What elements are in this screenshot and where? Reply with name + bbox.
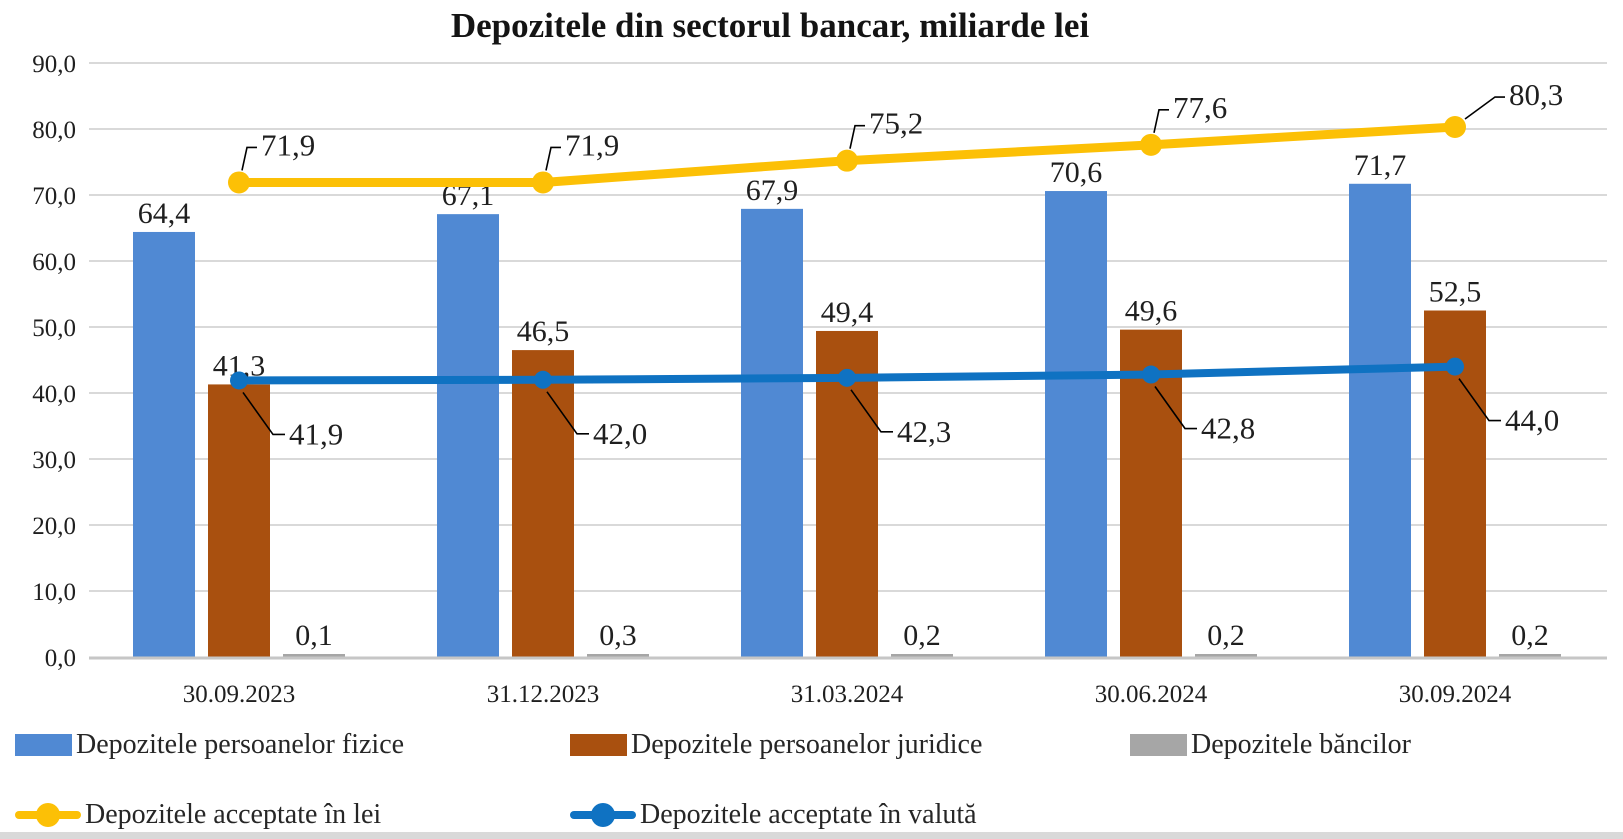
callout-leader [849,124,865,149]
line-marker [228,171,250,194]
callout-leader [241,146,257,171]
bar-value-label: 71,7 [1354,149,1407,182]
callout-leader [242,391,285,436]
legend-label: Depozitele băncilor [1191,729,1412,760]
legend-bar-swatch [15,734,72,756]
y-tick-label: 40,0 [32,381,76,408]
legend-item: Depozitele băncilor [1130,729,1411,761]
callout-value-label: 44,0 [1505,403,1559,438]
y-tick-label: 10,0 [32,579,76,606]
bar-value-label: 64,4 [138,197,191,230]
bar-value-label: 0,2 [903,619,941,652]
callout-value-label: 42,0 [593,416,647,451]
y-tick-label: 0,0 [45,645,76,672]
legend-label: Depozitele persoanelor fizice [76,729,405,760]
legend-line-swatch [15,802,81,828]
bar-value-label: 0,2 [1511,619,1549,652]
y-tick-label: 30,0 [32,447,76,474]
legend-label: Depozitele acceptate în lei [85,799,382,830]
bar-value-label: 0,3 [599,619,637,652]
bar-value-label: 49,6 [1125,295,1178,328]
legend-bar-swatch [570,734,627,756]
callout-leader [1458,378,1501,422]
bar [1349,183,1411,657]
y-tick-label: 90,0 [32,51,76,78]
callout-leader [545,146,561,171]
legend-item: Depozitele persoanelor fizice [15,729,404,761]
x-axis-label: 31.12.2023 [487,681,600,708]
line-marker [230,371,248,390]
y-tick-label: 20,0 [32,513,76,540]
callout-value-label: 77,6 [1173,90,1227,125]
bar [283,654,345,657]
bar [1045,191,1107,658]
bar [1499,654,1561,657]
bar [1195,654,1257,657]
bar-value-label: 0,2 [1207,619,1245,652]
callout-value-label: 80,3 [1509,77,1563,112]
callout-value-label: 71,9 [565,127,619,162]
x-axis-label: 30.09.2023 [183,681,296,708]
y-tick-label: 80,0 [32,117,76,144]
callout-leader [1464,96,1505,120]
legend-line-swatch [570,802,636,828]
line-marker [838,368,856,387]
line-marker [1444,116,1466,139]
bar-value-label: 52,5 [1429,276,1482,309]
callout-value-label: 42,3 [897,414,951,449]
bar-value-label: 67,9 [746,174,799,207]
line-marker [532,171,554,194]
y-tick-label: 50,0 [32,315,76,342]
callout-value-label: 71,9 [261,127,315,162]
bar [1120,329,1182,657]
legend-label: Depozitele persoanelor juridice [631,729,983,760]
legend-item: Depozitele acceptate în lei [15,799,381,831]
callout-leader [546,391,589,435]
legend-item: Depozitele acceptate în valută [570,799,977,831]
bar-value-label: 0,1 [295,619,333,652]
line-marker [1140,133,1162,156]
x-axis-label: 30.06.2024 [1095,681,1208,708]
bar [437,214,499,657]
callout-value-label: 75,2 [869,106,923,141]
line-marker [836,149,858,172]
bar [512,350,574,657]
line-marker [534,370,552,389]
bar [208,384,270,657]
y-tick-label: 60,0 [32,249,76,276]
line-marker [1446,357,1464,376]
bar [741,208,803,658]
legend-label: Depozitele acceptate în valută [640,799,977,830]
callout-leader [1154,386,1197,430]
callout-value-label: 42,8 [1201,411,1255,446]
bar-value-label: 49,4 [821,296,874,329]
bar [133,231,195,657]
x-axis-label: 30.09.2024 [1399,681,1512,708]
bar-value-label: 46,5 [517,315,570,348]
bar-value-label: 70,6 [1050,156,1103,189]
callout-value-label: 41,9 [289,416,343,451]
callout-leader [850,389,893,433]
callout-leader [1153,109,1169,134]
x-axis-label: 31.03.2024 [791,681,904,708]
bar [587,654,649,657]
legend-item: Depozitele persoanelor juridice [570,729,982,761]
y-tick-label: 70,0 [32,183,76,210]
chart-title: Depozitele din sectorul bancar, miliarde… [450,6,1090,45]
bar [891,654,953,657]
bottom-edge-strip [0,832,1623,839]
line-marker [1142,365,1160,384]
legend-bar-swatch [1130,734,1187,756]
